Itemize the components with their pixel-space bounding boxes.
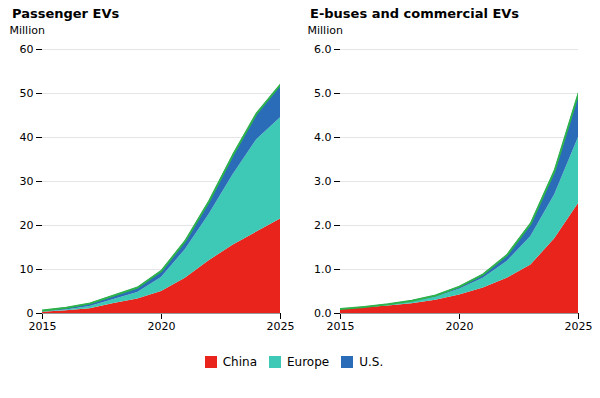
svg-text:20: 20: [20, 219, 34, 232]
svg-text:30: 30: [20, 175, 34, 188]
svg-text:5.0: 5.0: [314, 87, 332, 100]
html-text:Passenger EVs: Passenger EVs: [12, 6, 120, 21]
svg-text:2015: 2015: [327, 320, 355, 333]
svg-text:2020: 2020: [148, 320, 176, 333]
html-text:Europe: Europe: [287, 354, 330, 369]
svg-text:2025: 2025: [565, 320, 593, 333]
svg-text:0: 0: [27, 307, 34, 320]
svg-text:6.0: 6.0: [314, 43, 332, 56]
svg-text:2015: 2015: [29, 320, 57, 333]
svg-text:60: 60: [20, 43, 34, 56]
svg-text:Million: Million: [308, 24, 343, 37]
svg-text:50: 50: [20, 87, 34, 100]
svg-text:0.0: 0.0: [314, 307, 332, 320]
svg-text:1.0: 1.0: [314, 263, 332, 276]
svg-text:2020: 2020: [446, 320, 474, 333]
svg-text:3.0: 3.0: [314, 175, 332, 188]
svg-text:10: 10: [20, 263, 34, 276]
svg-text:2.0: 2.0: [314, 219, 332, 232]
svg-text:40: 40: [20, 131, 34, 144]
html-text:China: China: [222, 354, 257, 369]
html-text:E-buses and commercial EVs: E-buses and commercial EVs: [310, 6, 520, 21]
svg-text:4.0: 4.0: [314, 131, 332, 144]
svg-text:Million: Million: [10, 24, 45, 37]
svg-text:2025: 2025: [267, 320, 295, 333]
html-text:U.S.: U.S.: [359, 354, 384, 369]
